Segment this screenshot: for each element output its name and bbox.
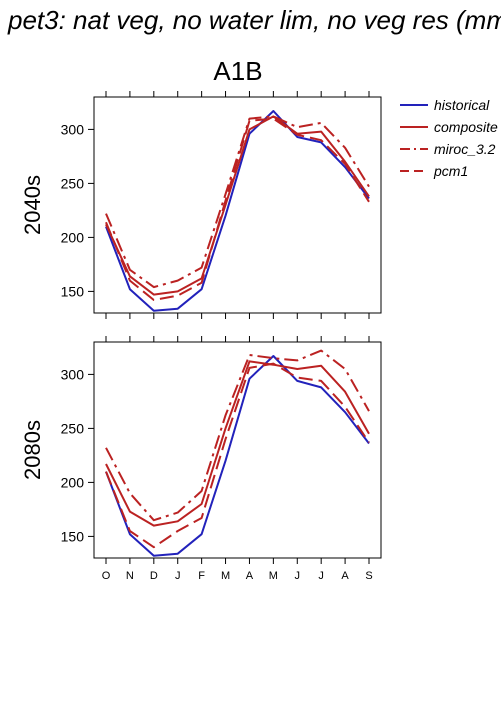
- x-tick-label: D: [150, 570, 158, 582]
- series-line-composite: [105, 360, 370, 527]
- x-tick-label: F: [198, 570, 205, 582]
- series-line-composite: [105, 115, 370, 296]
- legend-label-miroc_3.2: miroc_3.2: [434, 141, 496, 157]
- y-tick-label: 200: [61, 229, 85, 245]
- series-line-pcm1: [105, 362, 370, 549]
- y-tick-label: 300: [61, 366, 85, 382]
- legend-label-pcm1: pcm1: [433, 163, 468, 179]
- x-tick-label: J: [295, 570, 301, 582]
- y-tick-label: 250: [61, 420, 85, 436]
- scenario-title: A1B: [213, 56, 262, 86]
- plot-frame: [93, 341, 382, 559]
- x-tick-label: M: [269, 570, 278, 582]
- legend: historical composite miroc_3.2 pcm1: [400, 97, 498, 179]
- y-tick-label: 150: [61, 283, 85, 299]
- series-line-pcm1: [105, 117, 370, 301]
- x-tick-label: S: [365, 570, 372, 582]
- y-tick-label: 250: [61, 175, 85, 191]
- x-tick-label: N: [126, 570, 134, 582]
- plot-frame: [93, 96, 382, 314]
- y-tick-label: 200: [61, 474, 85, 490]
- series-line-historical: [105, 110, 370, 312]
- main-title: pet3: nat veg, no water lim, no veg res …: [7, 5, 501, 35]
- y-tick-label: 150: [61, 528, 85, 544]
- x-tick-label: M: [221, 570, 230, 582]
- x-tick-label: J: [318, 570, 324, 582]
- series-line-miroc_3.2: [105, 115, 370, 289]
- series-line-historical: [105, 355, 370, 557]
- panels-group: 150 200 250 300 2040s 150 200 250 300 O N D J F M A M J J A…: [20, 91, 382, 582]
- legend-label-composite: composite: [434, 119, 498, 135]
- panel-2040s: 150 200 250 300 2040s: [20, 91, 382, 319]
- panel-2080s: 150 200 250 300 O N D J F M A M J J A S 2080s: [20, 336, 382, 582]
- x-tick-label: O: [102, 570, 111, 582]
- x-tick-label: J: [175, 570, 181, 582]
- series-line-miroc_3.2: [105, 349, 370, 522]
- panel-label: 2080s: [20, 420, 45, 480]
- x-tick-label: A: [341, 570, 349, 582]
- y-tick-label: 300: [61, 121, 85, 137]
- x-tick-label: A: [246, 570, 254, 582]
- panel-label: 2040s: [20, 175, 45, 235]
- legend-label-historical: historical: [434, 97, 490, 113]
